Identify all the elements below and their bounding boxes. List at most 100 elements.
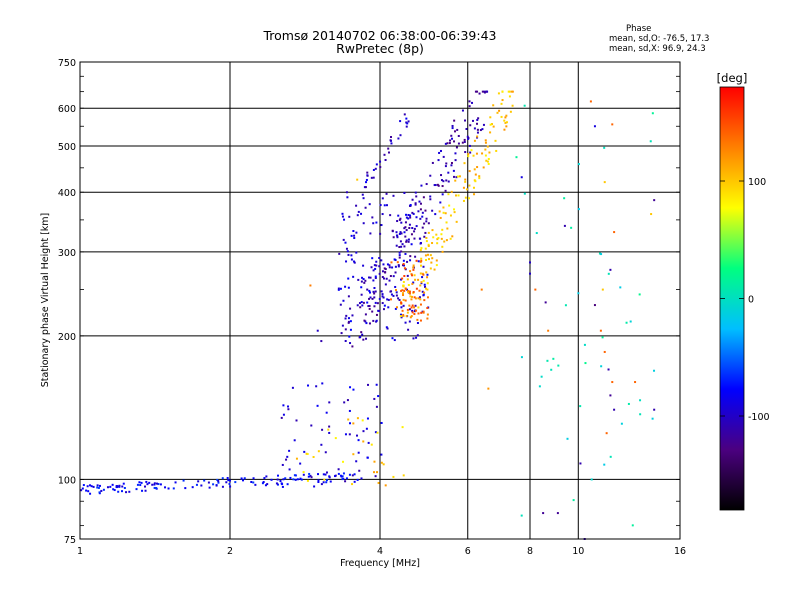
data-point-O-trace [476,122,479,125]
data-point-low-E [96,484,99,487]
x-axis-label: Frequency [MHz] [340,558,420,569]
data-point-O-trace [400,232,403,235]
data-point-low-E [356,478,359,481]
data-point-low-E [135,488,138,491]
data-point-X-warm-cluster [417,297,420,300]
data-point-O-trace [411,211,414,214]
data-point-X-trace [437,237,440,240]
data-point-sparse [593,125,596,128]
data-point-O-spread-F1 [395,294,398,297]
data-point-low-E-warm [370,443,373,446]
data-point-sparse-high-freq [627,402,630,405]
data-point-O-spread-F1 [406,260,409,263]
data-point-X-trace [489,116,492,119]
data-point-low-E [167,487,170,490]
data-point-X-trace [419,272,422,275]
data-point-O-trace [372,279,375,282]
data-point-O-trace [476,136,479,139]
data-point-low-E-spread [374,475,377,478]
data-point-X-warm-cluster [413,306,416,309]
data-point-X-trace [427,243,430,246]
data-point-O-spread-F1 [403,245,406,248]
data-point-sparse-high-freq [577,163,580,166]
data-point-low-E-warm [352,422,355,425]
data-point-low-E [203,479,206,482]
data-point-O-spread-F1 [396,220,399,223]
data-point-low-E [275,482,278,485]
data-point-X-trace [431,242,434,245]
data-point-O-high-branch [366,171,369,174]
data-point-low-E-spread [380,453,383,456]
data-point-X-trace [402,315,405,318]
data-point-sparse-high-freq [607,272,610,275]
data-point-low-E [212,483,215,486]
data-point-O-spread-F1 [386,298,389,301]
data-point-X-warm-cluster [409,270,412,273]
data-point-O-trace [427,222,430,225]
data-point-X-trace [473,139,476,142]
data-point-X-trace [484,139,487,142]
x-tick-label: 10 [572,546,584,557]
data-point-X-trace [484,141,487,144]
data-point-low-E [118,485,121,488]
data-point-low-E-spread [343,401,346,404]
data-point-sparse-high-freq [535,232,538,235]
data-point-low-E [153,486,156,489]
data-point-X-trace [463,162,466,165]
data-point-low-E-spread [328,431,331,434]
data-point-O-spread-F1 [421,290,424,293]
data-point-O-spread-F1 [371,257,374,260]
data-point-X-trace [500,102,503,105]
data-point-low-E [89,484,92,487]
data-point-low-E [342,472,345,475]
data-point-X-trace [509,110,512,113]
data-point-O-trace [485,90,488,93]
data-point-X-trace [497,92,500,95]
data-point-O-high-branch [366,174,369,177]
data-point-O-trace [444,189,447,192]
data-point-low-E [90,485,93,488]
data-point-X-warm-cluster [420,259,423,262]
data-point-O-trace [415,195,418,198]
data-point-X-trace [447,193,450,196]
data-point-O-trace [368,307,371,310]
data-point-low-E-spread [380,421,383,424]
data-point-low-E [157,483,160,486]
data-point-sparse [487,387,490,390]
data-point-low-E [229,485,232,488]
chart-title: Tromsø 20140702 06:38:00-06:39:43 [263,28,497,43]
data-point-low-E [112,488,115,491]
data-point-sparse [544,301,547,304]
data-point-O-trace [365,337,368,340]
data-point-low-E-spread [324,451,327,454]
data-point-O-trace [420,184,423,187]
data-point-sparse [603,181,606,184]
data-point-X-warm-cluster [389,298,392,301]
data-point-O-trace [373,296,376,299]
data-point-low-E [228,482,231,485]
data-point-O-spread-F1 [352,230,355,233]
data-point-O-trace [441,193,444,196]
data-point-O-high-branch [399,134,402,137]
data-point-X-trace [417,306,420,309]
data-point-low-E [265,475,268,478]
data-point-O-trace [422,196,425,199]
data-point-sparse [316,329,319,332]
data-point-low-E [207,481,210,484]
data-point-O-trace [439,149,442,152]
data-point-O-spread-F1 [406,274,409,277]
data-point-low-E [80,489,83,492]
data-point-X-trace [429,267,432,270]
data-point-X-trace [458,175,461,178]
data-point-O-spread-F1 [350,258,353,261]
data-point-sparse-high-freq [523,104,526,107]
data-point-low-E [282,478,285,481]
data-point-X-warm-cluster [403,289,406,292]
data-point-low-E [217,481,220,484]
data-point-low-E [317,480,320,483]
data-point-O-trace [368,276,371,279]
data-point-low-E [116,485,119,488]
data-point-O-trace [434,213,437,216]
data-point-low-E [139,484,142,487]
data-point-X-trace [474,173,477,176]
